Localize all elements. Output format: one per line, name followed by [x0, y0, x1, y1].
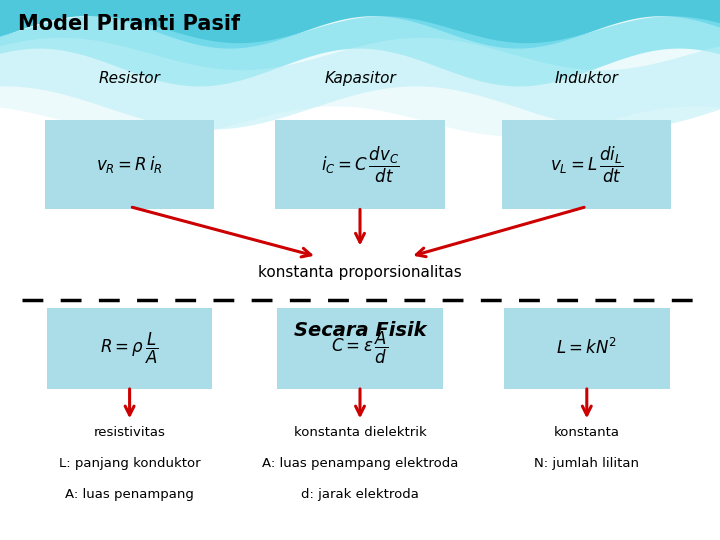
Text: resistivitas: resistivitas: [94, 426, 166, 438]
Text: $C = \varepsilon\,\dfrac{A}{d}$: $C = \varepsilon\,\dfrac{A}{d}$: [331, 330, 389, 367]
Text: konstanta: konstanta: [554, 426, 620, 438]
Text: $v_R = R\,i_R$: $v_R = R\,i_R$: [96, 154, 163, 175]
FancyBboxPatch shape: [504, 308, 670, 389]
FancyBboxPatch shape: [275, 120, 445, 210]
FancyBboxPatch shape: [45, 120, 215, 210]
Polygon shape: [0, 0, 720, 137]
Text: A: luas penampang elektroda: A: luas penampang elektroda: [262, 457, 458, 470]
Text: $L = kN^2$: $L = kN^2$: [556, 338, 618, 359]
Text: L: panjang konduktor: L: panjang konduktor: [59, 457, 200, 470]
Polygon shape: [0, 16, 720, 86]
Text: Kapasitor: Kapasitor: [324, 71, 396, 86]
FancyBboxPatch shape: [502, 120, 671, 210]
Text: Model Piranti Pasif: Model Piranti Pasif: [18, 14, 240, 33]
Text: konstanta dielektrik: konstanta dielektrik: [294, 426, 426, 438]
Text: $v_L = L\,\dfrac{di_L}{dt}$: $v_L = L\,\dfrac{di_L}{dt}$: [550, 145, 624, 185]
Polygon shape: [0, 38, 720, 130]
Text: N: jumlah lilitan: N: jumlah lilitan: [534, 457, 639, 470]
FancyBboxPatch shape: [277, 308, 443, 389]
FancyBboxPatch shape: [47, 308, 212, 389]
Text: Induktor: Induktor: [555, 71, 618, 86]
Text: d: jarak elektroda: d: jarak elektroda: [301, 488, 419, 501]
Text: $i_C = C\,\dfrac{dv_C}{dt}$: $i_C = C\,\dfrac{dv_C}{dt}$: [320, 145, 400, 185]
Text: $R = \rho\,\dfrac{L}{A}$: $R = \rho\,\dfrac{L}{A}$: [100, 330, 159, 366]
Polygon shape: [0, 0, 720, 49]
Text: Resistor: Resistor: [99, 71, 161, 86]
Text: konstanta proporsionalitas: konstanta proporsionalitas: [258, 265, 462, 280]
Text: A: luas penampang: A: luas penampang: [66, 488, 194, 501]
Text: Secara Fisik: Secara Fisik: [294, 321, 426, 340]
